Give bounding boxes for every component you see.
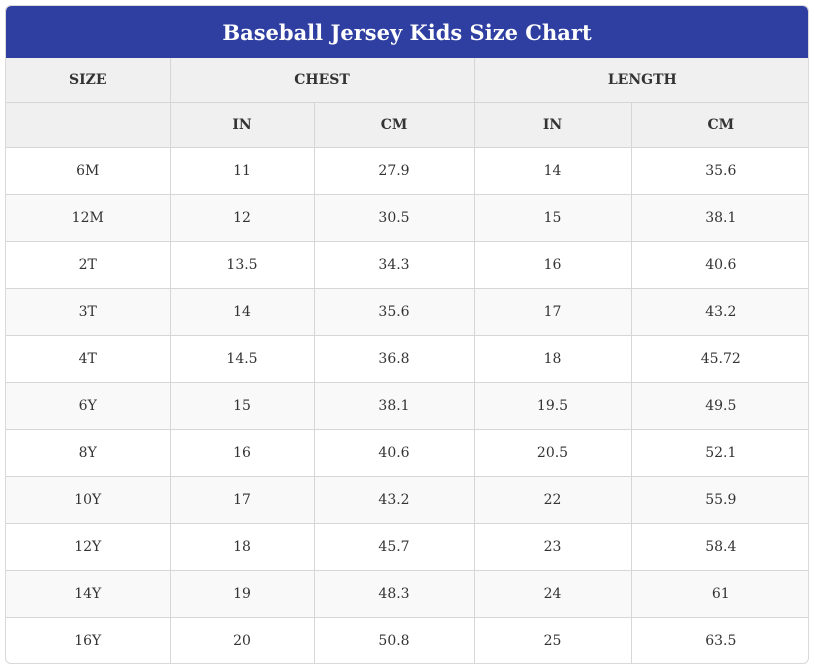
cell-length-cm: 43.2: [630, 288, 808, 336]
cell-chest-cm: 36.8: [313, 335, 475, 383]
cell-length-in: 18: [473, 335, 632, 383]
cell-length-cm: 40.6: [630, 241, 808, 289]
cell-length-cm: 49.5: [630, 382, 808, 430]
header-chest-in: IN: [169, 102, 315, 148]
cell-chest-cm: 38.1: [313, 382, 475, 430]
cell-chest-cm: 34.3: [313, 241, 475, 289]
table-row: 12M 12 30.5 15 38.1: [6, 194, 808, 242]
cell-length-in: 19.5: [473, 382, 632, 430]
cell-chest-in: 12: [169, 194, 315, 242]
cell-chest-in: 17: [169, 476, 315, 524]
cell-chest-cm: 27.9: [313, 147, 475, 195]
cell-chest-in: 16: [169, 429, 315, 477]
cell-length-cm: 38.1: [630, 194, 808, 242]
cell-length-cm: 58.4: [630, 523, 808, 571]
cell-chest-cm: 30.5: [313, 194, 475, 242]
cell-chest-cm: 50.8: [313, 617, 475, 663]
cell-length-cm: 55.9: [630, 476, 808, 524]
cell-length-in: 25: [473, 617, 632, 663]
cell-chest-cm: 35.6: [313, 288, 475, 336]
cell-chest-in: 14: [169, 288, 315, 336]
cell-chest-in: 20: [169, 617, 315, 663]
header-chest: CHEST: [169, 58, 475, 103]
table-row: 16Y 20 50.8 25 63.5: [6, 617, 808, 663]
cell-size: 10Y: [6, 476, 171, 524]
chart-title: Baseball Jersey Kids Size Chart: [6, 6, 808, 58]
header-size-unit-blank: [6, 102, 171, 148]
cell-chest-in: 15: [169, 382, 315, 430]
cell-size: 8Y: [6, 429, 171, 477]
cell-chest-in: 18: [169, 523, 315, 571]
cell-size: 6M: [6, 147, 171, 195]
header-chest-cm: CM: [313, 102, 475, 148]
cell-chest-in: 14.5: [169, 335, 315, 383]
table-row: 2T 13.5 34.3 16 40.6: [6, 241, 808, 289]
table-body: 6M 11 27.9 14 35.6 12M 12 30.5 15 38.1 2T 13.5 34.3 1…: [6, 147, 808, 663]
cell-length-cm: 45.72: [630, 335, 808, 383]
cell-size: 12Y: [6, 523, 171, 571]
cell-length-in: 23: [473, 523, 632, 571]
cell-length-cm: 63.5: [630, 617, 808, 663]
table-row: 3T 14 35.6 17 43.2: [6, 288, 808, 336]
cell-size: 3T: [6, 288, 171, 336]
table-row: 4T 14.5 36.8 18 45.72: [6, 335, 808, 383]
cell-length-cm: 61: [630, 570, 808, 618]
header-length: LENGTH: [473, 58, 808, 103]
cell-size: 2T: [6, 241, 171, 289]
cell-length-cm: 52.1: [630, 429, 808, 477]
cell-chest-in: 19: [169, 570, 315, 618]
header-length-cm: CM: [630, 102, 808, 148]
cell-length-in: 20.5: [473, 429, 632, 477]
cell-chest-cm: 40.6: [313, 429, 475, 477]
cell-size: 4T: [6, 335, 171, 383]
table-row: 6M 11 27.9 14 35.6: [6, 147, 808, 195]
table-row: 6Y 15 38.1 19.5 49.5: [6, 382, 808, 430]
cell-length-in: 22: [473, 476, 632, 524]
header-row-units: IN CM IN CM: [6, 102, 808, 148]
cell-chest-in: 13.5: [169, 241, 315, 289]
header-row-groups: SIZE CHEST LENGTH: [6, 58, 808, 103]
cell-chest-cm: 45.7: [313, 523, 475, 571]
cell-length-cm: 35.6: [630, 147, 808, 195]
header-size: SIZE: [6, 58, 171, 103]
cell-length-in: 16: [473, 241, 632, 289]
cell-size: 14Y: [6, 570, 171, 618]
size-table: SIZE CHEST LENGTH IN CM IN CM 6M 11 27.9 14…: [6, 58, 808, 663]
cell-size: 6Y: [6, 382, 171, 430]
cell-length-in: 15: [473, 194, 632, 242]
cell-chest-cm: 48.3: [313, 570, 475, 618]
cell-size: 12M: [6, 194, 171, 242]
table-row: 8Y 16 40.6 20.5 52.1: [6, 429, 808, 477]
cell-size: 16Y: [6, 617, 171, 663]
cell-chest-in: 11: [169, 147, 315, 195]
size-chart: Baseball Jersey Kids Size Chart SIZE CHE…: [5, 5, 809, 664]
cell-length-in: 17: [473, 288, 632, 336]
table-row: 12Y 18 45.7 23 58.4: [6, 523, 808, 571]
cell-length-in: 24: [473, 570, 632, 618]
table-row: 10Y 17 43.2 22 55.9: [6, 476, 808, 524]
table-header: SIZE CHEST LENGTH IN CM IN CM: [6, 58, 808, 148]
table-row: 14Y 19 48.3 24 61: [6, 570, 808, 618]
cell-length-in: 14: [473, 147, 632, 195]
cell-chest-cm: 43.2: [313, 476, 475, 524]
header-length-in: IN: [473, 102, 632, 148]
